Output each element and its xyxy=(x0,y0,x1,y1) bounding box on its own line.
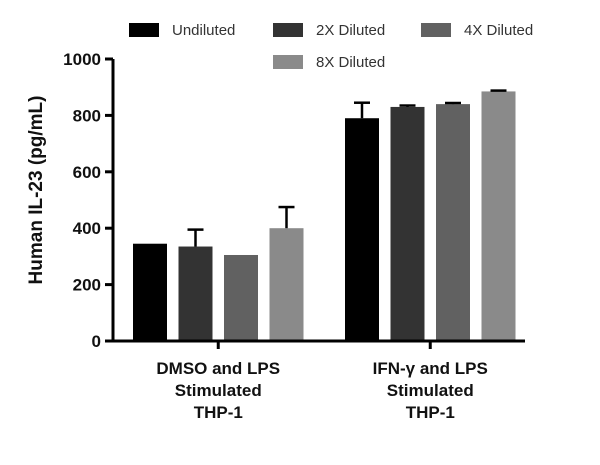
legend-swatch-1 xyxy=(129,23,159,37)
y-axis-title: Human IL-23 (pg/mL) xyxy=(26,96,47,285)
bar-4x-diluted-1 xyxy=(224,254,258,341)
category-label-1-line-3: THP-1 xyxy=(194,403,243,422)
bar-2x-diluted-2 xyxy=(390,106,425,341)
legend-label-2: 2X Diluted xyxy=(316,22,385,39)
legend-label-3: 4X Diluted xyxy=(464,22,533,39)
legend-label-1: Undiluted xyxy=(172,22,235,39)
y-tick-label-1000: 1000 xyxy=(63,50,101,69)
bar-8x-diluted-2 xyxy=(481,91,516,342)
legend-swatch-2 xyxy=(273,23,303,37)
bar-8x-diluted-1 xyxy=(269,228,304,341)
category-label-2-line-2: Stimulated xyxy=(387,381,474,400)
y-tick-label-600: 600 xyxy=(73,163,101,182)
category-label-2-line-3: THP-1 xyxy=(406,403,455,422)
y-tick-label-200: 200 xyxy=(73,276,101,295)
legend-swatch-3 xyxy=(421,23,451,37)
legend-label-4: 8X Diluted xyxy=(316,54,385,71)
category-label-1-line-2: Stimulated xyxy=(175,381,262,400)
y-tick-label-400: 400 xyxy=(73,219,101,238)
bar-undiluted-2 xyxy=(345,118,379,341)
bar-2x-diluted-1 xyxy=(178,246,213,341)
legend-swatch-4 xyxy=(273,55,303,69)
plot-bars xyxy=(133,89,516,342)
legend: Undiluted 2X Diluted 4X Diluted 8X Diluted xyxy=(129,22,533,71)
category-label-1-line-1: DMSO and LPS xyxy=(156,359,280,378)
y-tick-label-0: 0 xyxy=(92,332,101,351)
bar-4x-diluted-2 xyxy=(436,104,470,342)
category-label-2-line-1: IFN-γ and LPS xyxy=(373,359,488,378)
bar-undiluted-1 xyxy=(133,243,167,341)
axes: 0 200 400 600 800 1000 DMSO and LPS Stimulated T… xyxy=(26,50,525,422)
y-tick-label-800: 800 xyxy=(73,106,101,125)
